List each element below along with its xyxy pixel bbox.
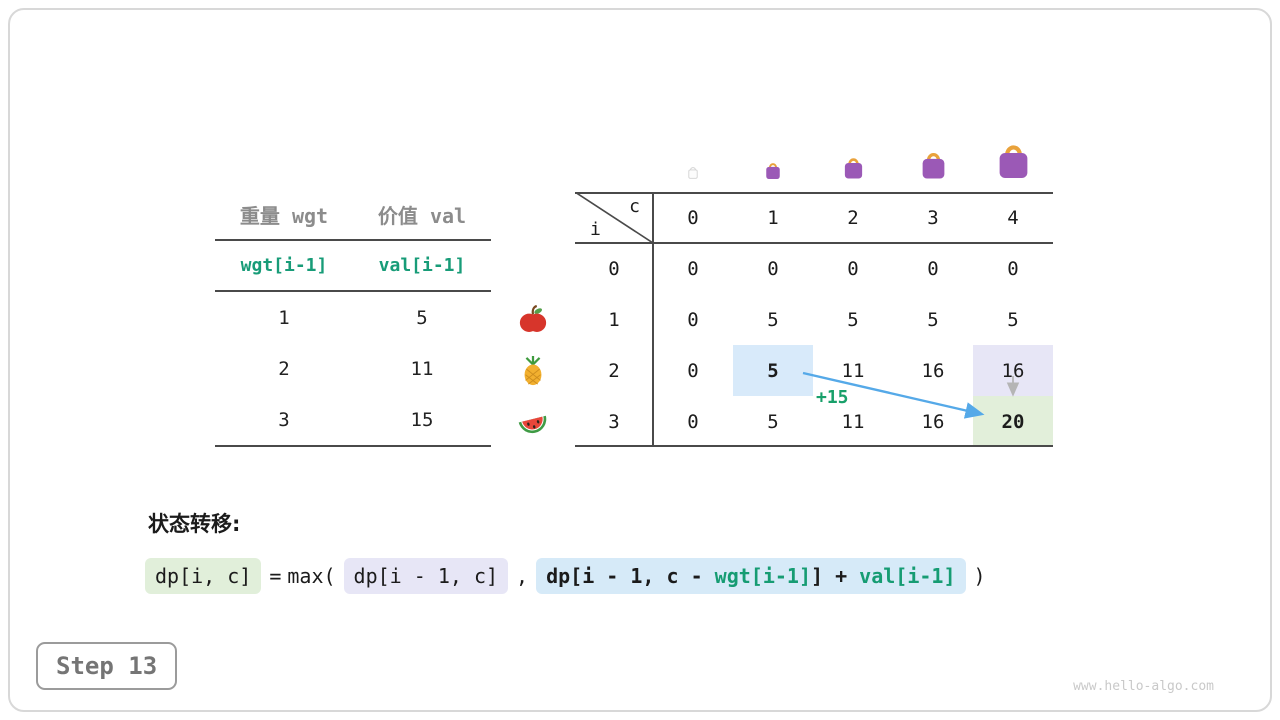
item-table-header-row: 重量 wgt 价值 val [215, 190, 491, 241]
dp-cell-0-1: 0 [767, 257, 779, 280]
dp-col-header: 0 [687, 206, 699, 229]
state-transition-heading: 状态转移: [148, 512, 241, 536]
formula-close-paren: ) [973, 564, 986, 588]
dp-cell-1-1: 5 [767, 308, 779, 331]
dp-cell-3-2: 11 [841, 410, 865, 433]
dp-cell-3-0: 0 [687, 410, 699, 433]
item-value-cell: 2 [278, 357, 290, 380]
item-table-body: 1 5 2 11 3 15 [215, 292, 491, 447]
formula-take-wgt: wgt[i-1] [714, 564, 811, 588]
card-frame [8, 8, 1272, 712]
dp-cell-2-0: 0 [687, 359, 699, 382]
formula-equals: = [269, 564, 282, 588]
item-value-cell: 5 [416, 306, 428, 329]
item-col-header: 价值 val [377, 204, 467, 228]
formula-comma: , [516, 564, 529, 588]
dp-corner-row-label: i [590, 219, 601, 240]
dp-corner-col-label: c [629, 196, 640, 217]
dp-table-top-border [575, 192, 1053, 194]
dp-cell-2-4: 16 [973, 345, 1053, 396]
item-value-cell: 15 [410, 408, 434, 431]
dp-col-header: 1 [767, 206, 779, 229]
corner-diagonal-line [575, 192, 653, 243]
bag-icon [893, 136, 973, 180]
item-icons-column [511, 294, 555, 447]
formula-take-val: val[i-1] [859, 564, 956, 588]
transition-gain-label: +15 [816, 387, 849, 408]
formula-take-mid: ] + [811, 564, 860, 588]
dp-cell-1-2: 5 [847, 308, 859, 331]
item-var-cell: wgt[i-1] [240, 255, 328, 276]
dp-table: c i 0 1 2 3 4 0 0 0 0 0 0 1 0 5 5 5 5 2 0 5 11 16 16 3 0 5 11 16 20 [575, 192, 1053, 447]
dp-grid: c i 0 1 2 3 4 0 0 0 0 0 0 1 0 5 5 5 5 2 0 5 11 16 16 3 0 5 11 16 20 [575, 192, 1053, 447]
formula-dp-skip: dp[i - 1, c] [343, 558, 509, 594]
formula-take-prefix: dp[i - 1, c - [546, 564, 715, 588]
step-badge: Step 13 [36, 642, 178, 690]
item-col-header: 重量 wgt [239, 204, 329, 228]
watermelon-icon [511, 396, 555, 447]
state-transition-formula: dp[i, c] = max( dp[i - 1, c] , dp[i - 1,… [140, 558, 989, 594]
bag-icon [813, 136, 893, 180]
apple-icon [511, 294, 555, 345]
dp-col-header: 4 [1007, 206, 1019, 229]
dp-cell-0-4: 0 [1007, 257, 1019, 280]
dp-cell-3-3: 16 [921, 410, 945, 433]
bag-outline-icon [653, 136, 733, 180]
dp-cell-1-4: 5 [1007, 308, 1019, 331]
dp-row-header: 0 [608, 257, 620, 280]
item-value-cell: 11 [410, 357, 434, 380]
formula-dp-take: dp[i - 1, c - wgt[i-1]] + val[i-1] [536, 558, 966, 594]
dp-corner-cell: c i [575, 192, 653, 243]
dp-table-header-border [575, 242, 1053, 244]
dp-row-header: 1 [608, 308, 620, 331]
dp-cell-0-3: 0 [927, 257, 939, 280]
dp-cell-1-0: 0 [687, 308, 699, 331]
formula-max-open: max( [287, 564, 336, 588]
pineapple-icon [511, 345, 555, 396]
dp-row-header: 3 [608, 410, 620, 433]
item-table-var-row: wgt[i-1] val[i-1] [215, 241, 491, 292]
dp-col-header: 2 [847, 206, 859, 229]
dp-table-vertical-border [652, 192, 654, 447]
formula-dp-current: dp[i, c] [145, 558, 262, 594]
item-value-cell: 1 [278, 306, 290, 329]
item-var-cell: val[i-1] [378, 255, 466, 276]
capacity-bags-row [653, 136, 1053, 180]
dp-cell-2-1: 5 [733, 345, 813, 396]
item-row: 3 15 [215, 394, 491, 445]
dp-cell-0-2: 0 [847, 257, 859, 280]
dp-cell-0-0: 0 [687, 257, 699, 280]
dp-row-header: 2 [608, 359, 620, 382]
dp-cell-3-4: 20 [973, 396, 1053, 447]
item-value-cell: 3 [278, 408, 290, 431]
watermark: www.hello-algo.com [1073, 679, 1214, 694]
dp-cell-3-1: 5 [767, 410, 779, 433]
dp-cell-1-3: 5 [927, 308, 939, 331]
dp-col-header: 3 [927, 206, 939, 229]
dp-cell-2-3: 16 [921, 359, 945, 382]
bag-icon [733, 136, 813, 180]
item-table: 重量 wgt 价值 val wgt[i-1] val[i-1] 1 5 2 11 3 15 [215, 190, 491, 447]
bag-icon [973, 136, 1053, 180]
dp-table-bottom-border [575, 445, 1053, 447]
item-row: 2 11 [215, 343, 491, 394]
